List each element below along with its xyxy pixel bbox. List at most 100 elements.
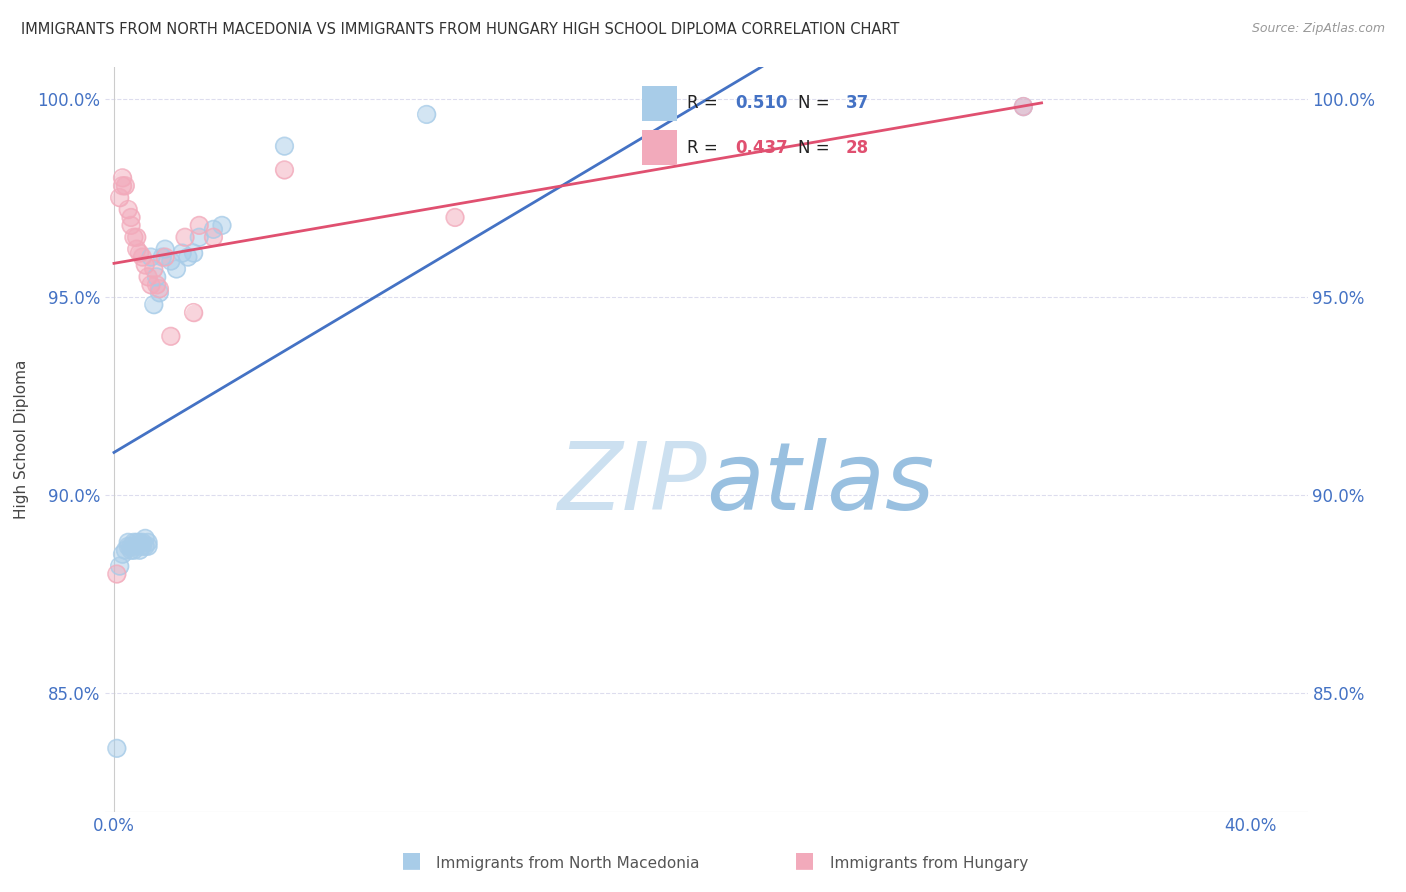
Point <box>148 282 170 296</box>
Point <box>139 250 162 264</box>
Point <box>183 246 205 260</box>
Point <box>202 222 225 236</box>
Point <box>202 230 225 244</box>
Y-axis label: High School Diploma: High School Diploma <box>14 359 30 519</box>
Point <box>166 262 188 277</box>
Point <box>174 230 197 244</box>
Point <box>134 539 156 553</box>
Point <box>148 282 170 296</box>
Point <box>1012 99 1035 113</box>
Point <box>128 535 150 549</box>
Point <box>120 219 142 233</box>
Text: ■: ■ <box>794 851 815 871</box>
Bar <box>643 130 676 165</box>
Point <box>153 242 176 256</box>
Text: Source: ZipAtlas.com: Source: ZipAtlas.com <box>1251 22 1385 36</box>
Point <box>120 543 142 558</box>
Point <box>159 254 181 268</box>
Point <box>131 535 153 549</box>
Point <box>122 543 145 558</box>
Point <box>174 230 197 244</box>
Point <box>136 539 159 553</box>
Point <box>105 567 128 582</box>
Point <box>177 250 200 264</box>
Point <box>125 230 148 244</box>
Text: N =: N = <box>799 95 835 112</box>
Point <box>117 202 139 217</box>
Point <box>142 262 165 277</box>
Bar <box>643 86 676 120</box>
Point <box>1012 99 1035 113</box>
Point <box>273 162 295 177</box>
Point <box>122 535 145 549</box>
Point <box>159 329 181 343</box>
Point <box>159 329 181 343</box>
Point <box>202 230 225 244</box>
Point <box>125 535 148 549</box>
Text: Immigrants from North Macedonia: Immigrants from North Macedonia <box>436 855 699 871</box>
Point <box>131 539 153 553</box>
Point <box>111 178 134 193</box>
Text: 37: 37 <box>846 95 869 112</box>
Point <box>128 246 150 260</box>
Point <box>108 559 131 574</box>
Point <box>131 539 153 553</box>
Point <box>105 741 128 756</box>
Point <box>148 285 170 300</box>
Point <box>111 547 134 561</box>
Point <box>120 211 142 225</box>
Point <box>273 139 295 153</box>
Point <box>148 285 170 300</box>
Point <box>145 269 167 284</box>
Point <box>131 535 153 549</box>
Point <box>134 258 156 272</box>
Point <box>125 230 148 244</box>
Text: ■: ■ <box>401 851 422 871</box>
Point <box>108 559 131 574</box>
Point <box>114 178 136 193</box>
Text: R =: R = <box>688 95 723 112</box>
Point <box>111 170 134 185</box>
Point <box>134 532 156 546</box>
Point <box>139 277 162 292</box>
Point <box>125 539 148 553</box>
Point <box>150 250 173 264</box>
Point <box>273 139 295 153</box>
Point <box>122 230 145 244</box>
Point <box>188 219 211 233</box>
Point <box>125 535 148 549</box>
Point <box>153 242 176 256</box>
Point <box>108 191 131 205</box>
Point <box>183 246 205 260</box>
Point <box>105 741 128 756</box>
Text: 28: 28 <box>846 139 869 157</box>
Point <box>172 246 194 260</box>
Point <box>183 305 205 319</box>
Point <box>111 547 134 561</box>
Text: Immigrants from Hungary: Immigrants from Hungary <box>830 855 1028 871</box>
Point <box>145 277 167 292</box>
Point <box>117 539 139 553</box>
Point <box>188 219 211 233</box>
Point <box>166 262 188 277</box>
Point <box>114 543 136 558</box>
Point <box>120 219 142 233</box>
Point <box>444 211 467 225</box>
Point <box>159 254 181 268</box>
Text: R =: R = <box>688 139 723 157</box>
Point <box>122 230 145 244</box>
Text: N =: N = <box>799 139 835 157</box>
Point <box>131 250 153 264</box>
Point <box>120 539 142 553</box>
Point <box>128 246 150 260</box>
Point <box>120 539 142 553</box>
Point <box>128 535 150 549</box>
Point <box>136 539 159 553</box>
Point <box>136 269 159 284</box>
Point <box>120 211 142 225</box>
Point <box>177 250 200 264</box>
Point <box>136 535 159 549</box>
Point <box>1012 99 1035 113</box>
Point <box>117 539 139 553</box>
Point <box>172 246 194 260</box>
